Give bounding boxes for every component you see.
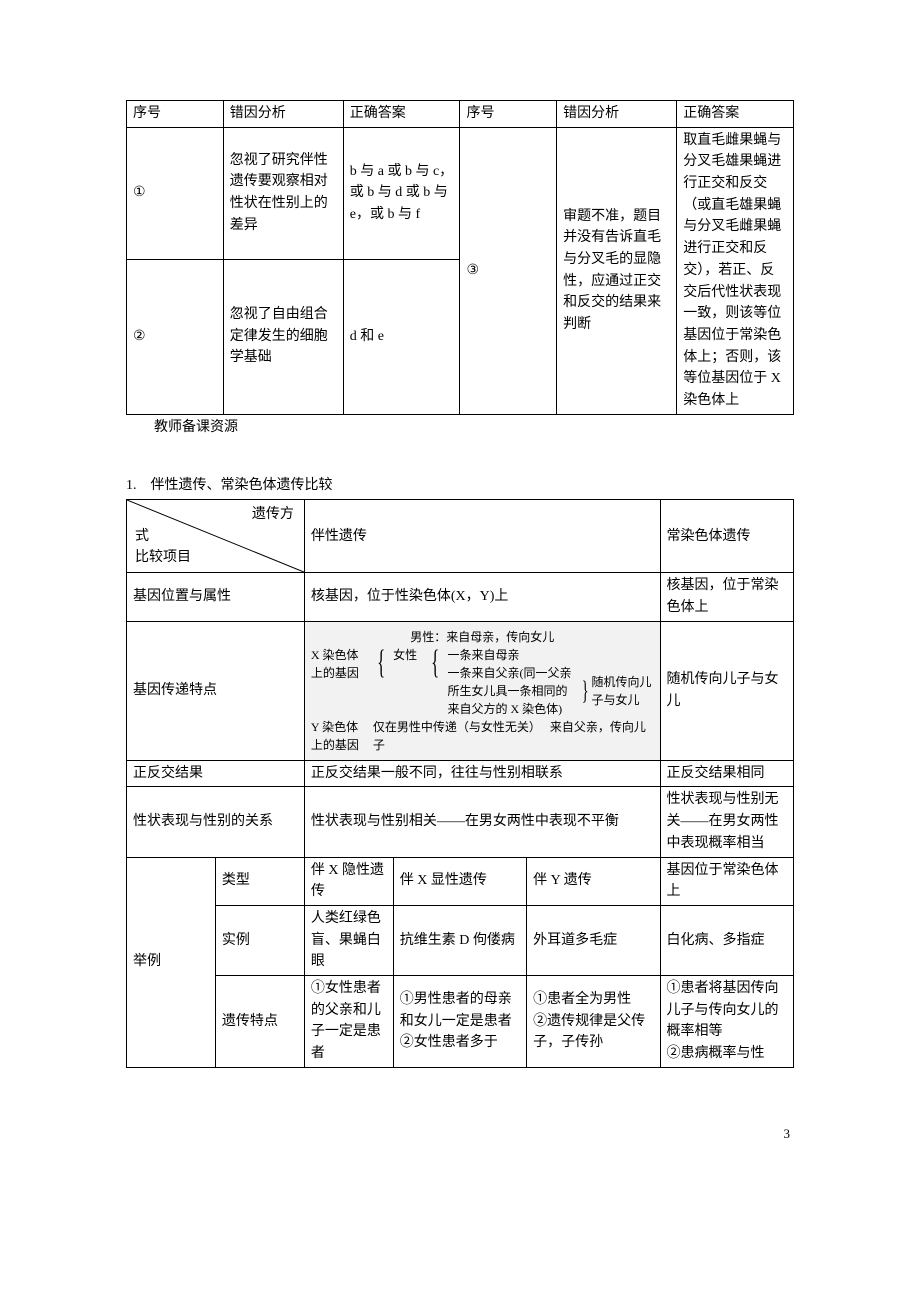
diagonal-header: 遗传方 式 比较项目	[127, 500, 305, 573]
row-label: 举例	[127, 857, 216, 1067]
cell: b 与 a 或 b 与 c，或 b 与 d 或 b 与 e，或 b 与 f	[343, 127, 460, 259]
cell: 正反交结果相同	[660, 760, 793, 787]
table-row: 基因传递特点 男性：来自母亲，传向女儿 X 染色体上的基因 { 女性 { 一条来…	[127, 621, 794, 760]
table-row: 遗传特点 ①女性患者的父亲和儿子一定是患者 ①男性患者的母亲和女儿一定是患者 ②…	[127, 975, 794, 1067]
cell: d 和 e	[343, 259, 460, 414]
header-cell: 正确答案	[677, 101, 794, 128]
table-row: ① 忽视了研究伴性遗传要观察相对性状在性别上的差异 b 与 a 或 b 与 c，…	[127, 127, 794, 259]
page-number: 3	[0, 1108, 920, 1142]
cell: ①患者全为男性 ②遗传规律是父传子，子传孙	[527, 975, 660, 1067]
cell: ①女性患者的父亲和儿子一定是患者	[304, 975, 393, 1067]
brace-icon: {	[377, 646, 385, 680]
cell: 忽视了研究伴性遗传要观察相对性状在性别上的差异	[223, 127, 343, 259]
cell: 伴 X 显性遗传	[393, 857, 526, 905]
cell: 随机传向儿子与女儿	[660, 621, 793, 760]
cell: ③	[460, 127, 557, 414]
brace-icon: }	[582, 678, 589, 704]
cell: 核基因，位于常染色体上	[660, 573, 793, 621]
table-row: 正反交结果 正反交结果一般不同，往往与性别相联系 正反交结果相同	[127, 760, 794, 787]
gene-transmission-figure: 男性：来自母亲，传向女儿 X 染色体上的基因 { 女性 { 一条来自母亲 一条来…	[304, 621, 660, 760]
cell: 外耳道多毛症	[527, 905, 660, 975]
row-label: 基因位置与属性	[127, 573, 305, 621]
cell: ①患者将基因传向儿子与传向女儿的概率相等 ②患病概率与性	[660, 975, 793, 1067]
row-sublabel: 类型	[215, 857, 304, 905]
brace-icon: {	[431, 646, 439, 680]
header-cell: 序号	[127, 101, 224, 128]
error-analysis-table: 序号 错因分析 正确答案 序号 错因分析 正确答案 ① 忽视了研究伴性遗传要观察…	[126, 100, 794, 415]
cell: 基因位于常染色体上	[660, 857, 793, 905]
table-row: 性状表现与性别的关系 性状表现与性别相关——在男女两性中表现不平衡 性状表现与性…	[127, 787, 794, 857]
cell: ①	[127, 127, 224, 259]
row-label: 性状表现与性别的关系	[127, 787, 305, 857]
cell: 抗维生素 D 佝偻病	[393, 905, 526, 975]
cell: ①男性患者的母亲和女儿一定是患者 ②女性患者多于	[393, 975, 526, 1067]
cell: 伴 Y 遗传	[527, 857, 660, 905]
cell: 性状表现与性别无关——在男女两性中表现概率相当	[660, 787, 793, 857]
cell: 审题不准，题目并没有告诉直毛与分叉毛的显隐性，应通过正交和反交的结果来判断	[557, 127, 677, 414]
cell: 人类红绿色盲、果蝇白眼	[304, 905, 393, 975]
table-row: 基因位置与属性 核基因，位于性染色体(X，Y)上 核基因，位于常染色体上	[127, 573, 794, 621]
cell: ②	[127, 259, 224, 414]
header-cell: 正确答案	[343, 101, 460, 128]
cell: 取直毛雌果蝇与分叉毛雄果蝇进行正交和反交（或直毛雄果蝇与分叉毛雌果蝇进行正交和反…	[677, 127, 794, 414]
table-row: 序号 错因分析 正确答案 序号 错因分析 正确答案	[127, 101, 794, 128]
header-cell: 错因分析	[557, 101, 677, 128]
header-cell: 伴性遗传	[304, 500, 660, 573]
header-cell: 错因分析	[223, 101, 343, 128]
table-row: 举例 类型 伴 X 隐性遗传 伴 X 显性遗传 伴 Y 遗传 基因位于常染色体上	[127, 857, 794, 905]
cell: 白化病、多指症	[660, 905, 793, 975]
comparison-table: 遗传方 式 比较项目 伴性遗传 常染色体遗传 基因位置与属性 核基因，位于性染色…	[126, 499, 794, 1067]
cell: 核基因，位于性染色体(X，Y)上	[304, 573, 660, 621]
cell: 正反交结果一般不同，往往与性别相联系	[304, 760, 660, 787]
table-row: 实例 人类红绿色盲、果蝇白眼 抗维生素 D 佝偻病 外耳道多毛症 白化病、多指症	[127, 905, 794, 975]
header-cell: 常染色体遗传	[660, 500, 793, 573]
row-sublabel: 遗传特点	[215, 975, 304, 1067]
cell: 伴 X 隐性遗传	[304, 857, 393, 905]
section-title: 1. 伴性遗传、常染色体遗传比较	[126, 475, 794, 497]
header-cell: 序号	[460, 101, 557, 128]
row-label: 正反交结果	[127, 760, 305, 787]
row-label: 基因传递特点	[127, 621, 305, 760]
table-row: 遗传方 式 比较项目 伴性遗传 常染色体遗传	[127, 500, 794, 573]
row-sublabel: 实例	[215, 905, 304, 975]
teacher-note: 教师备课资源	[126, 417, 794, 439]
cell: 性状表现与性别相关——在男女两性中表现不平衡	[304, 787, 660, 857]
cell: 忽视了自由组合定律发生的细胞学基础	[223, 259, 343, 414]
